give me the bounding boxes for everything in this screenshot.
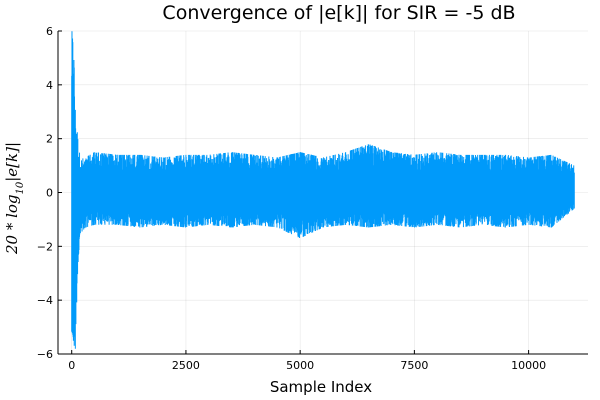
y-tick-label: 2 — [46, 133, 53, 146]
y-tick-label: 6 — [46, 25, 53, 38]
x-axis-label: Sample Index — [270, 378, 372, 396]
x-tick-label: 5000 — [286, 359, 314, 372]
y-tick-label: −4 — [37, 294, 53, 307]
y-tick-label: 0 — [46, 187, 53, 200]
x-tick-label: 2500 — [172, 359, 200, 372]
chart-title: Convergence of |e[k]| for SIR = -5 dB — [162, 2, 515, 24]
y-tick-label: 4 — [46, 79, 53, 92]
x-tick-label: 7500 — [400, 359, 428, 372]
x-tick-label: 0 — [68, 359, 75, 372]
y-axis-label: 20 * log10|e[k]| — [3, 142, 26, 255]
y-tick-label: −2 — [37, 240, 53, 253]
series-core-band — [71, 119, 575, 266]
x-tick-label: 10000 — [511, 359, 546, 372]
y-tick-label: −6 — [37, 348, 53, 361]
